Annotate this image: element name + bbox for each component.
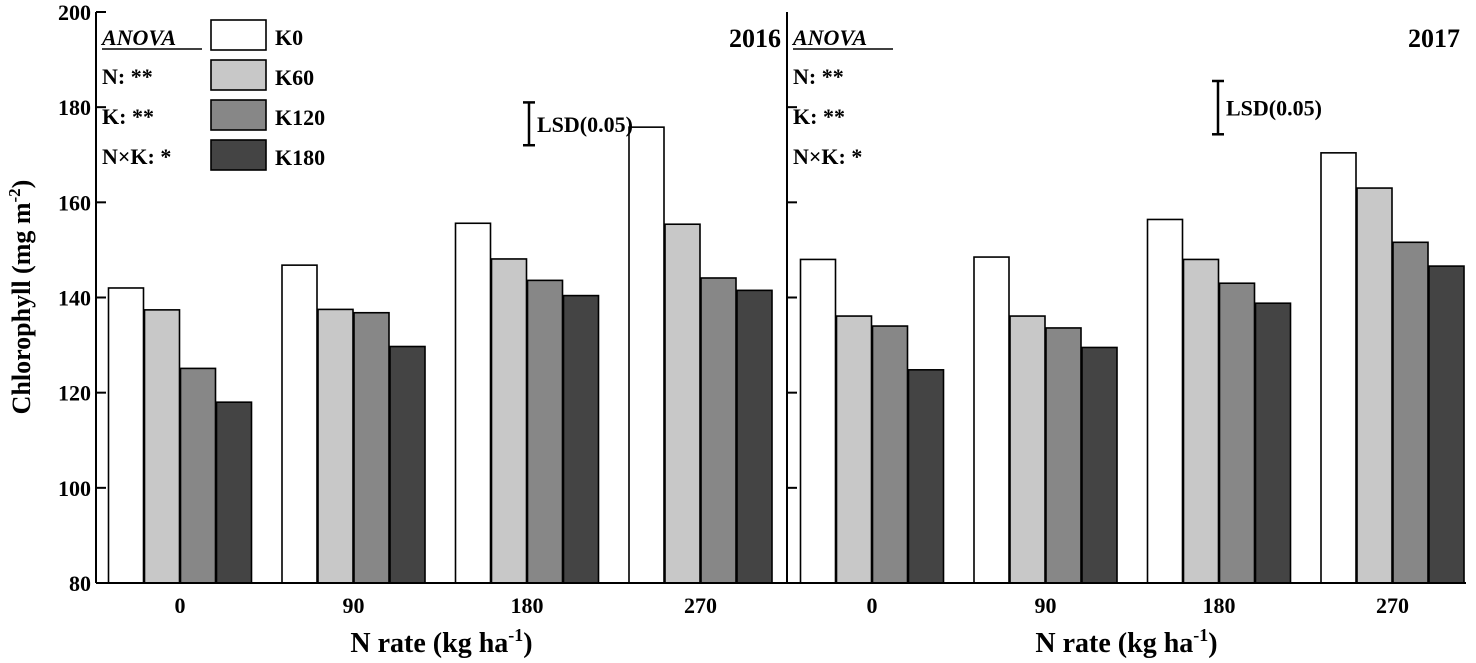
y-tick-label-160: 160 bbox=[58, 190, 91, 215]
lsd-label-2017: LSD(0.05) bbox=[1226, 96, 1322, 121]
y-tick-label-80: 80 bbox=[69, 571, 91, 596]
legend-swatch-K60 bbox=[210, 59, 267, 91]
anova-heading-2016: ANOVA bbox=[100, 25, 176, 50]
x-axis-title-2017: N rate (kg ha-1) bbox=[1035, 625, 1217, 659]
bar-2016-K120-N270 bbox=[700, 277, 737, 584]
bar-2016-K0-N180 bbox=[454, 222, 492, 584]
x-tick-label-2017-180: 180 bbox=[1203, 593, 1236, 618]
bar-2017-K120-N0 bbox=[871, 325, 909, 584]
bar-2017-K120-N270 bbox=[1392, 241, 1429, 584]
legend-swatch-K0 bbox=[210, 19, 267, 51]
bar-2016-K60-N0 bbox=[143, 309, 181, 584]
bar-2017-K60-N270 bbox=[1356, 187, 1393, 584]
bar-2017-K120-N90 bbox=[1045, 327, 1082, 584]
y-axis-title-superscript: -2 bbox=[5, 188, 24, 202]
x-tick-label-2017-0: 0 bbox=[867, 593, 878, 618]
anova-heading-2017: ANOVA bbox=[791, 25, 867, 50]
panel-2017: 0 90 180 270 N rate (kg ha-1) 2017 ANOVA N: ** K… bbox=[791, 24, 1465, 659]
bar-2016-K0-N0 bbox=[107, 287, 145, 584]
bar-2017-K60-N90 bbox=[1009, 315, 1046, 584]
legend-label-K60: K60 bbox=[275, 65, 314, 90]
y-axis-title: Chlorophyll (mg m-2) bbox=[5, 180, 36, 415]
x-tick-label-2016-270: 270 bbox=[684, 593, 717, 618]
x-tick-label-2017-90: 90 bbox=[1035, 593, 1057, 618]
bar-2016-K180-N0 bbox=[215, 401, 253, 584]
panel-2016: 0 90 180 270 N rate (kg ha-1) 2016 ANOVA N: ** K… bbox=[100, 24, 781, 659]
lsd-label-2016: LSD(0.05) bbox=[537, 112, 633, 137]
panel-title-2016: 2016 bbox=[729, 24, 781, 53]
bar-2017-K0-N180 bbox=[1146, 218, 1184, 584]
anova-line-2017-1: K: ** bbox=[793, 104, 845, 129]
bar-2017-K0-N0 bbox=[799, 258, 837, 584]
legend-label-K120: K120 bbox=[275, 105, 325, 130]
anova-line-2016-1: K: ** bbox=[102, 104, 154, 129]
x-tick-label-2016-0: 0 bbox=[175, 593, 186, 618]
y-tick-label-140: 140 bbox=[58, 286, 91, 311]
bar-2016-K60-N180 bbox=[490, 258, 528, 584]
bar-2016-K120-N90 bbox=[353, 311, 390, 584]
bar-2017-K180-N90 bbox=[1081, 346, 1118, 584]
x-tick-label-2017-270: 270 bbox=[1376, 593, 1409, 618]
anova-line-2017-0: N: ** bbox=[793, 64, 844, 89]
bar-2017-K180-N180 bbox=[1254, 302, 1292, 584]
bar-2016-K60-N90 bbox=[317, 308, 354, 584]
bar-2017-K60-N180 bbox=[1182, 258, 1220, 584]
y-tick-label-100: 100 bbox=[58, 476, 91, 501]
y-tick-label-120: 120 bbox=[58, 381, 91, 406]
bar-2016-K180-N90 bbox=[389, 345, 426, 584]
anova-line-2017-2: N×K: * bbox=[793, 144, 862, 169]
y-tick-label-200: 200 bbox=[58, 0, 91, 25]
x-tick-label-2016-180: 180 bbox=[511, 593, 544, 618]
legend-label-K180: K180 bbox=[275, 145, 325, 170]
legend-swatch-K120 bbox=[210, 99, 267, 131]
anova-line-2016-0: N: ** bbox=[102, 64, 153, 89]
bar-2016-K120-N0 bbox=[179, 367, 217, 584]
bar-2017-K60-N0 bbox=[835, 315, 873, 584]
bar-2016-K0-N270 bbox=[628, 126, 665, 584]
bar-2017-K120-N180 bbox=[1218, 282, 1256, 584]
bar-2016-K0-N90 bbox=[281, 264, 318, 584]
bar-2017-K0-N90 bbox=[973, 256, 1010, 584]
y-tick-label-180: 180 bbox=[58, 95, 91, 120]
anova-line-2016-2: N×K: * bbox=[102, 144, 171, 169]
bar-2017-K180-N0 bbox=[907, 369, 945, 584]
panel-title-2017: 2017 bbox=[1408, 24, 1460, 53]
bar-2016-K120-N180 bbox=[526, 279, 564, 584]
bar-2017-K0-N270 bbox=[1320, 152, 1357, 584]
legend-swatch-K180 bbox=[210, 139, 267, 171]
x-axis-title-2016: N rate (kg ha-1) bbox=[350, 625, 532, 659]
legend-label-K0: K0 bbox=[275, 25, 303, 50]
x-tick-label-2016-90: 90 bbox=[343, 593, 365, 618]
bar-2016-K180-N270 bbox=[736, 289, 773, 584]
bar-2017-K180-N270 bbox=[1428, 265, 1465, 584]
bar-2016-K180-N180 bbox=[562, 294, 600, 584]
bar-2016-K60-N270 bbox=[664, 223, 701, 584]
